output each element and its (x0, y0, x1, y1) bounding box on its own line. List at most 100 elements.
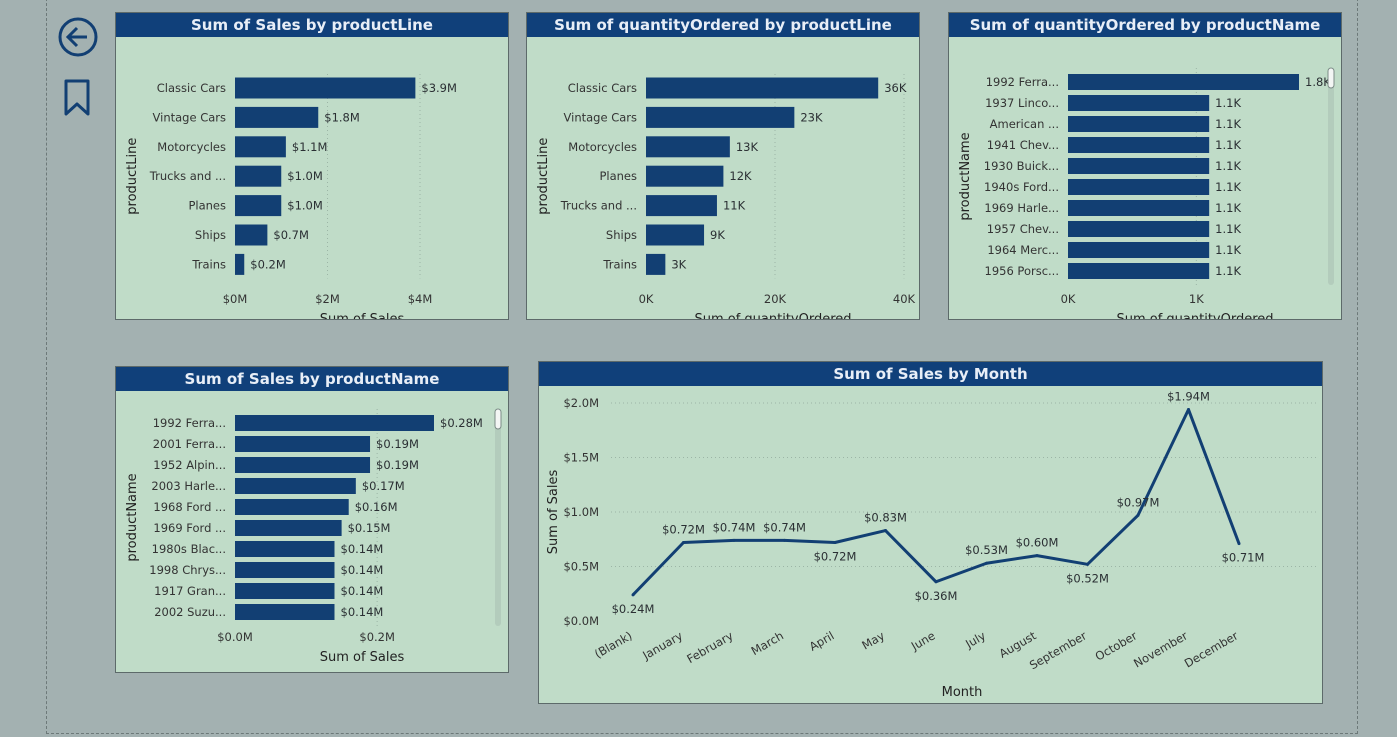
chart-title: Sum of quantityOrdered by productName (949, 13, 1341, 37)
x-tick-label: August (997, 628, 1039, 660)
bar (235, 541, 335, 557)
category-label: 1937 Linco... (985, 96, 1059, 110)
y-tick-label: $2.0M (563, 396, 599, 410)
data-label: $1.94M (1167, 390, 1210, 404)
data-point (783, 538, 786, 542)
bar (235, 195, 282, 217)
bar (235, 478, 356, 494)
category-label: 1969 Harle... (984, 201, 1059, 215)
data-label: $0.74M (713, 520, 756, 534)
category-label: 1980s Blac... (152, 542, 226, 556)
chart-sales-by-productname: 1992 Ferra... $0.28M 2001 Ferra... $0.19M 19… (125, 408, 502, 665)
category-label: Vintage Cars (564, 110, 637, 124)
data-label: $0.17M (362, 479, 405, 493)
data-point (1086, 562, 1089, 566)
data-label: $0.14M (341, 605, 384, 619)
data-label: $0.24M (612, 602, 655, 616)
x-tick-label: (Blank) (592, 628, 635, 661)
chart-panel-sales-by-productline[interactable]: Sum of Sales by productLine Classic Cars… (115, 12, 509, 320)
data-point (884, 529, 887, 533)
category-label: Planes (599, 169, 637, 183)
data-point (1136, 513, 1140, 517)
data-label: 13K (736, 140, 759, 154)
data-label: 11K (723, 199, 746, 213)
category-label: 1917 Gran... (154, 584, 226, 598)
bar (646, 195, 717, 217)
bar (235, 165, 282, 187)
bookmark-icon[interactable] (64, 79, 90, 117)
data-label: 9K (710, 228, 725, 242)
data-label: $0.14M (341, 563, 384, 577)
chart-qty-by-productname: 1992 Ferra... 1.8K 1937 Linco... 1.1K Americ… (958, 67, 1335, 319)
bar (1068, 74, 1299, 90)
category-label: 1969 Ford ... (153, 521, 226, 535)
y-axis-title: productLine (536, 138, 551, 215)
category-label: 2001 Ferra... (153, 437, 226, 451)
bar (235, 457, 371, 473)
x-tick-label: July (962, 628, 988, 651)
y-tick-label: $0.0M (563, 614, 599, 628)
data-label: 1.1K (1215, 117, 1241, 131)
data-point (1035, 554, 1039, 558)
chart-panel-sales-by-month[interactable]: Sum of Sales by Month $0.0M $0.5M $1.0M $1.… (538, 361, 1323, 704)
scrollbar-thumb (494, 408, 502, 430)
category-label: Trains (602, 257, 637, 271)
category-label: Classic Cars (157, 81, 226, 95)
back-arrow-icon[interactable] (58, 17, 98, 57)
data-label: 1.1K (1215, 264, 1241, 278)
category-label: 1992 Ferra... (153, 416, 226, 430)
x-tick-label: March (749, 628, 786, 658)
x-tick-label: $4M (408, 292, 433, 306)
data-label: $0.19M (376, 458, 419, 472)
chart-panel-qty-by-productname[interactable]: Sum of quantityOrdered by productName 19… (948, 12, 1342, 320)
category-label: Planes (188, 199, 226, 213)
chart-sales-by-productline: Classic Cars $3.9M Vintage Cars $1.8M Motorc… (125, 74, 457, 319)
bar (235, 562, 335, 578)
x-tick-label: February (684, 628, 735, 666)
x-tick-label: December (1182, 628, 1241, 670)
bar (1068, 263, 1210, 279)
data-point (1187, 408, 1190, 412)
category-label: Ships (606, 228, 637, 242)
data-label: $0.72M (662, 523, 705, 537)
bar (235, 106, 319, 128)
category-label: 1964 Merc... (987, 243, 1059, 257)
chart-panel-qty-by-productline[interactable]: Sum of quantityOrdered by productLine Cl… (526, 12, 920, 320)
data-label: 1.1K (1215, 159, 1241, 173)
category-label: 1930 Buick... (984, 159, 1059, 173)
bar (235, 136, 286, 158)
x-tick-label: $2M (315, 292, 340, 306)
data-point (682, 541, 685, 545)
x-tick-label: $0.2M (359, 630, 395, 644)
data-label: $0.53M (965, 543, 1008, 557)
y-axis-title: productName (958, 132, 973, 220)
data-label: $0.14M (341, 542, 384, 556)
bar (1068, 137, 1210, 153)
bar (646, 136, 730, 158)
x-tick-label: 0K (1061, 292, 1076, 306)
data-label: $0.2M (250, 257, 286, 271)
data-label: $1.8M (324, 110, 360, 124)
data-label: $0.60M (1016, 536, 1059, 550)
x-tick-label: November (1131, 628, 1190, 670)
bar (646, 165, 724, 187)
data-label: $1.0M (287, 169, 323, 183)
bar (235, 499, 349, 515)
data-label: $0.74M (763, 520, 806, 534)
x-tick-label: $0M (223, 292, 248, 306)
data-label: $0.28M (440, 416, 483, 430)
y-tick-label: $1.0M (563, 505, 599, 519)
data-label: $0.72M (814, 550, 857, 564)
chart-title: Sum of Sales by productName (116, 367, 508, 391)
bar (235, 436, 371, 452)
chart-title: Sum of Sales by Month (539, 362, 1322, 386)
chart-panel-sales-by-productname[interactable]: Sum of Sales by productName 1992 Ferra..… (115, 366, 509, 673)
category-label: Trains (191, 257, 226, 271)
bar (235, 604, 335, 620)
category-label: 2002 Suzu... (154, 605, 226, 619)
bar (235, 224, 268, 246)
data-label: 1.1K (1215, 138, 1241, 152)
bar (235, 77, 416, 99)
x-tick-label: April (807, 628, 837, 653)
data-label: 23K (800, 110, 823, 124)
